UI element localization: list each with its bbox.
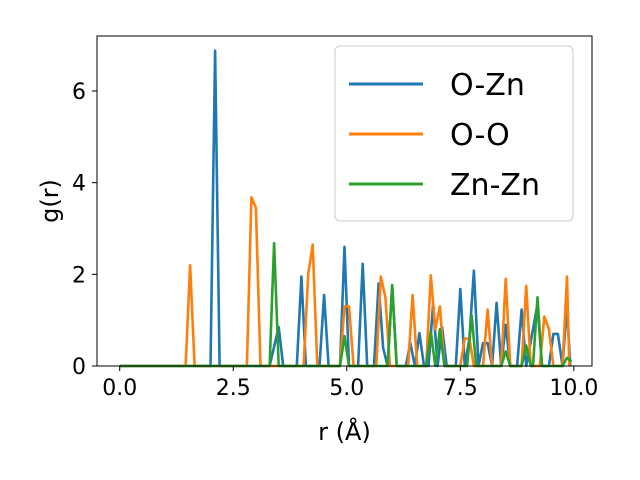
y-axis-ticks: 0 2 4 6 xyxy=(72,80,97,380)
legend: O-Zn O-O Zn-Zn xyxy=(334,45,574,222)
x-tick-label: 7.5 xyxy=(443,376,478,401)
x-tick-label: 2.5 xyxy=(216,376,251,401)
plot-frame xyxy=(96,35,593,367)
y-tick-label: 6 xyxy=(72,80,86,105)
legend-label: Zn-Zn xyxy=(450,168,540,203)
y-tick-label: 0 xyxy=(72,355,86,380)
legend-box xyxy=(334,45,574,222)
y-axis-label: g(r) xyxy=(36,179,64,223)
y-tick-label: 4 xyxy=(72,172,86,197)
x-axis-label: r (Å) xyxy=(318,417,371,446)
legend-label: O-Zn xyxy=(450,68,525,103)
x-tick-label: 10.0 xyxy=(549,376,598,401)
x-tick-label: 0.0 xyxy=(102,376,137,401)
legend-label: O-O xyxy=(450,118,510,153)
x-tick-label: 5.0 xyxy=(329,376,364,401)
y-tick-label: 2 xyxy=(72,263,86,288)
x-axis-ticks: 0.0 2.5 5.0 7.5 10.0 xyxy=(102,366,598,401)
